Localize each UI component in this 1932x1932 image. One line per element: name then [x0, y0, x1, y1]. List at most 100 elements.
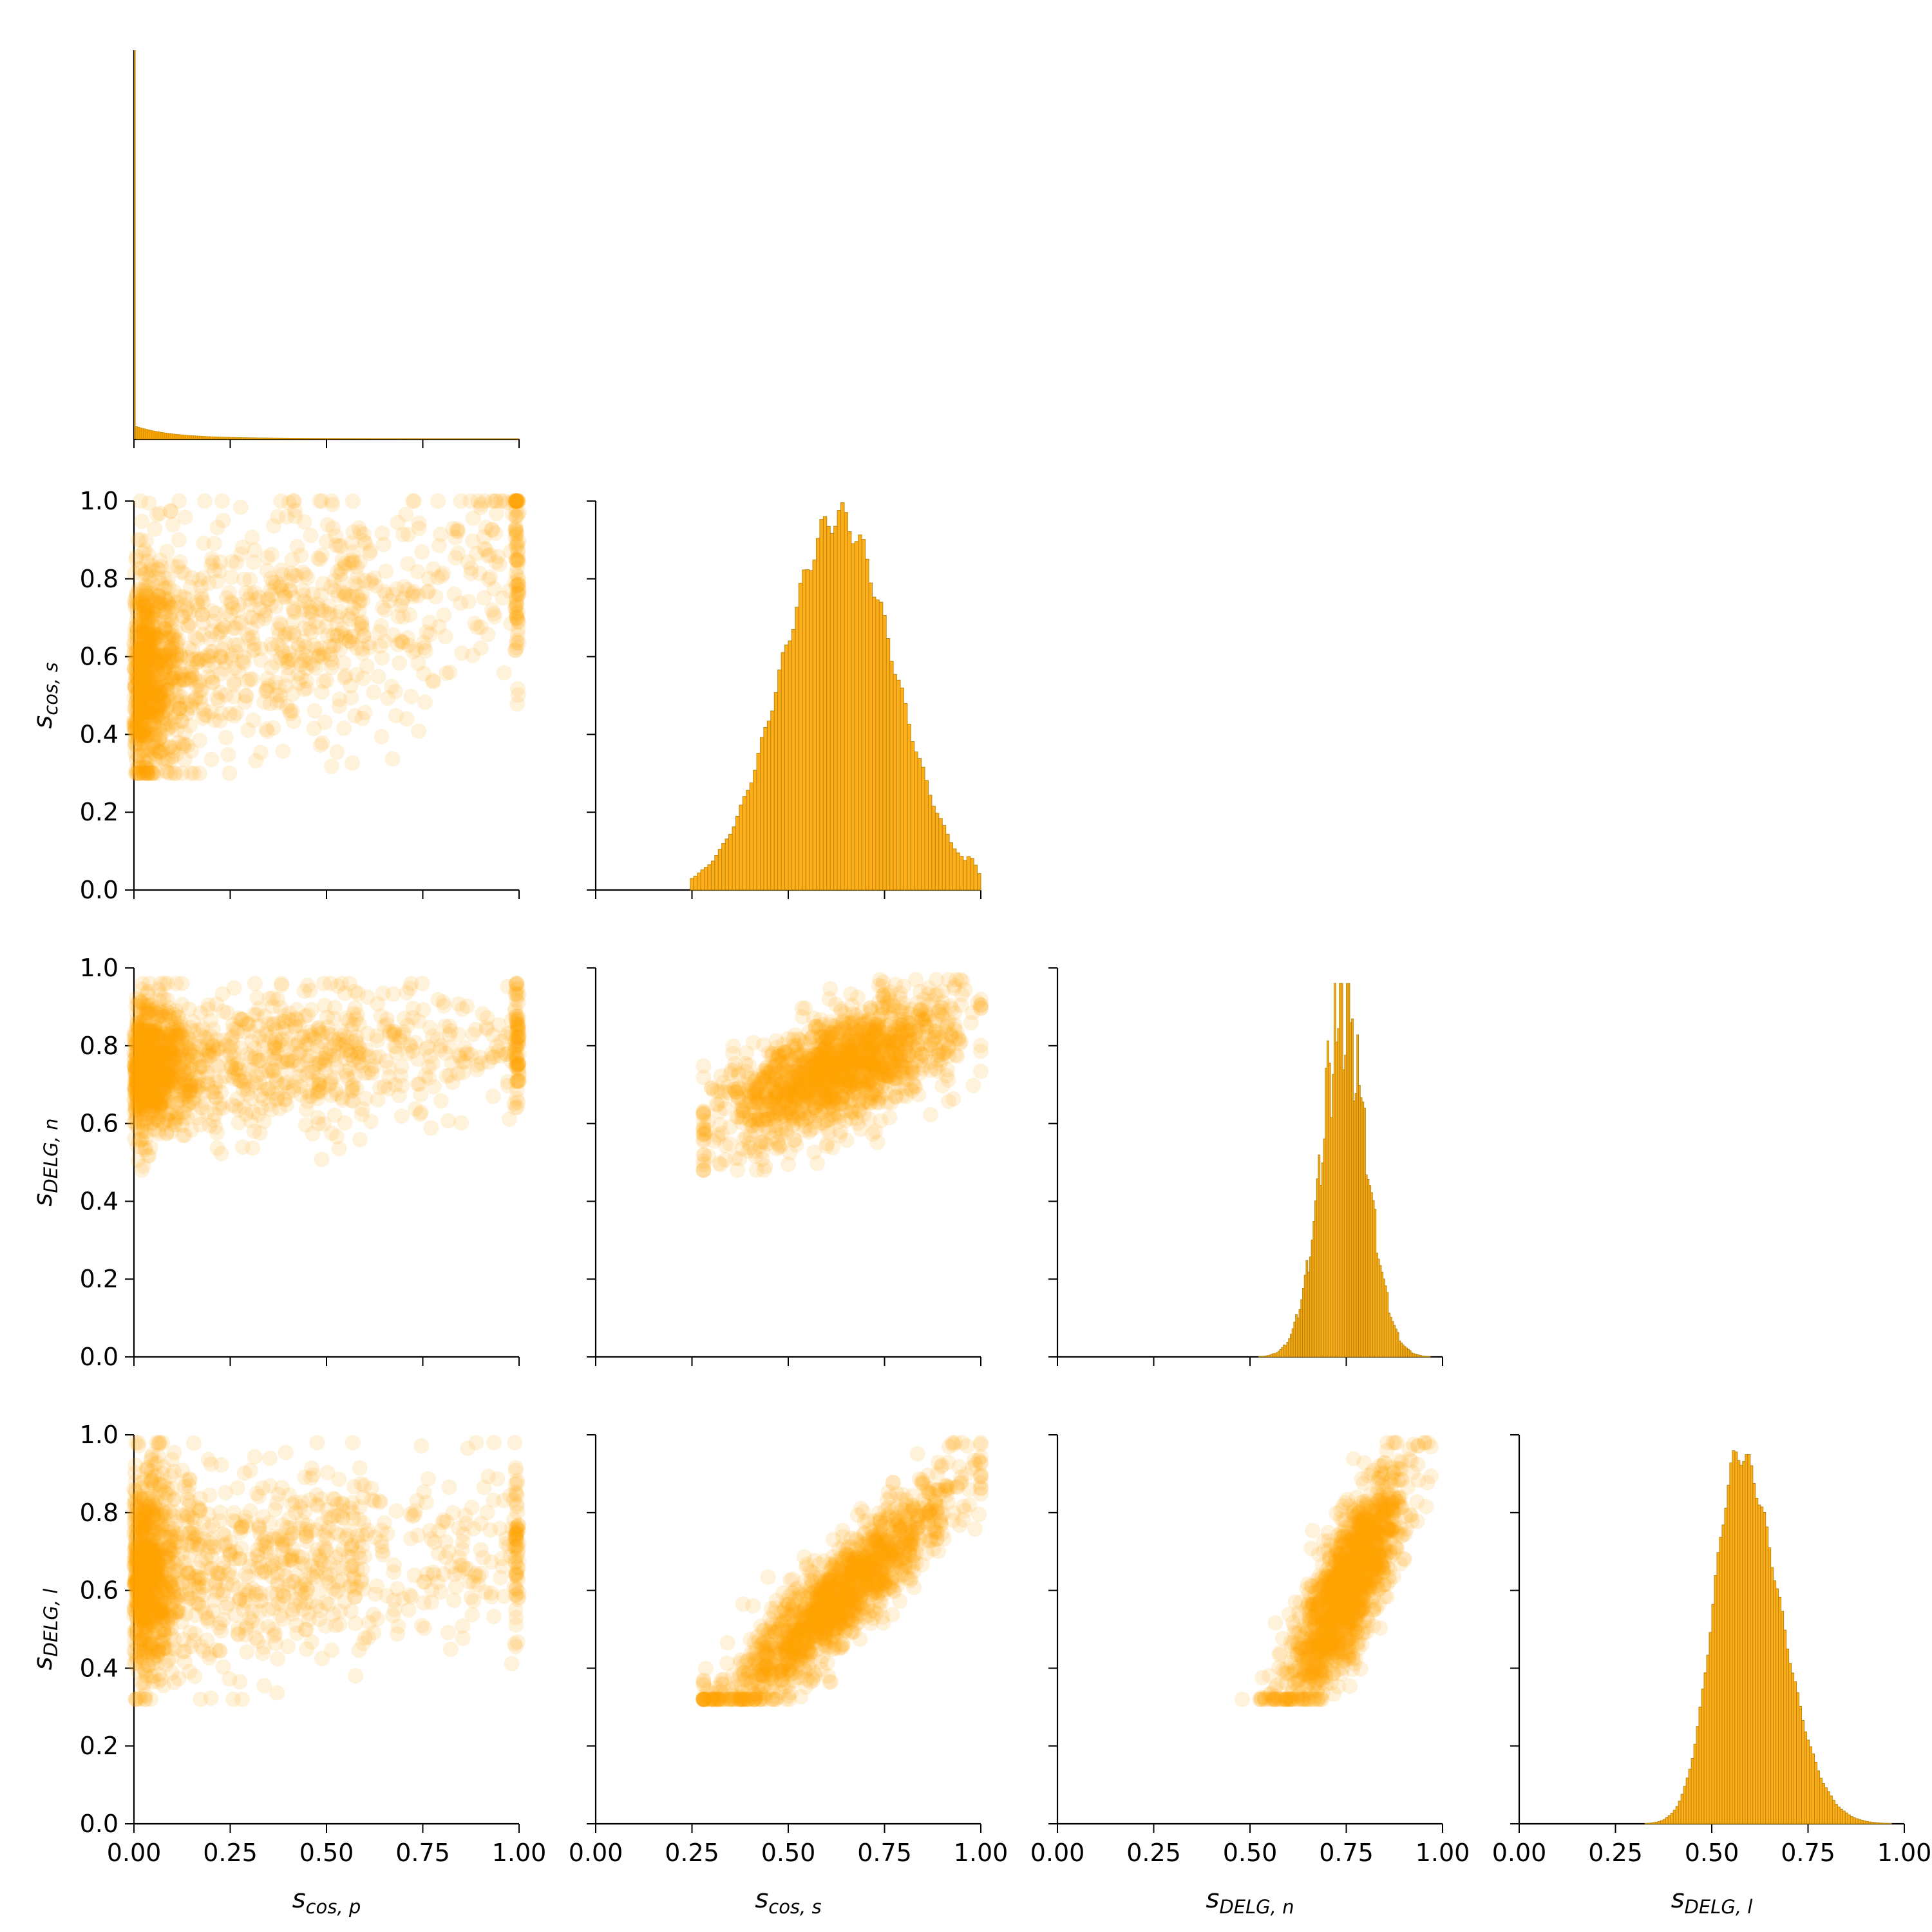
scatter-point — [129, 685, 145, 701]
scatter-point — [281, 1005, 298, 1021]
hist-bar — [1878, 1823, 1882, 1824]
scatter-point — [384, 751, 401, 767]
hist-bar — [220, 437, 223, 440]
histogram-sdelg_l — [1644, 1450, 1892, 1824]
scatter-point — [490, 549, 506, 565]
hist-bar — [815, 538, 820, 891]
hist-bar — [1675, 1806, 1679, 1824]
hist-bar — [197, 435, 200, 440]
scatter-point — [131, 646, 147, 662]
scatter-point — [843, 986, 859, 1002]
hist-bar — [1770, 1567, 1774, 1824]
scatter-point — [214, 493, 231, 509]
scatter-point — [741, 1057, 757, 1073]
hist-bar — [851, 543, 855, 891]
hist-bar — [707, 864, 712, 891]
scatter-point — [281, 653, 297, 669]
scatter-point — [140, 618, 156, 634]
hist-bar — [1683, 1786, 1687, 1824]
scatter-point — [875, 978, 891, 994]
scatter-point — [259, 683, 275, 699]
scatter-point — [425, 561, 441, 577]
x-tick-label: 0.25 — [1588, 1839, 1643, 1867]
scatter-point — [171, 493, 187, 509]
hist-bar — [162, 432, 166, 440]
scatter-point — [435, 565, 451, 582]
hist-bar — [185, 435, 189, 440]
scatter-point — [963, 1015, 979, 1031]
hist-bar — [742, 796, 747, 891]
scatter-point — [169, 646, 185, 662]
scatter-2-0 — [126, 976, 527, 1179]
hist-bar — [155, 431, 158, 440]
y-tick-label: 0.4 — [80, 720, 118, 748]
hist-bar — [1796, 1692, 1800, 1824]
scatter-point — [385, 986, 401, 1002]
hist-bar — [1883, 1823, 1887, 1824]
hist-bar — [1860, 1819, 1864, 1824]
scatter-point — [304, 605, 320, 621]
scatter-point — [377, 1079, 393, 1095]
scatter-point — [400, 526, 416, 542]
scatter-point — [135, 674, 151, 690]
hist-bar — [1776, 1588, 1779, 1824]
scatter-point — [473, 640, 489, 656]
hist-bar — [746, 790, 750, 891]
hist-bar — [924, 780, 929, 891]
scatter-point — [249, 990, 265, 1006]
hist-bar — [805, 569, 810, 891]
scatter-point — [191, 732, 207, 748]
scatter-point — [135, 623, 151, 639]
hist-bar — [1816, 1770, 1820, 1824]
hist-bar — [151, 430, 154, 440]
scatter-point — [283, 1053, 299, 1069]
scatter-point — [138, 663, 155, 679]
scatter-point — [806, 1010, 822, 1027]
scatter-point — [164, 558, 180, 574]
hist-bar — [739, 804, 743, 891]
scatter-point — [405, 493, 421, 509]
scatter-point — [138, 762, 154, 779]
scatter-point — [405, 644, 421, 660]
scatter-point — [343, 690, 359, 706]
scatter-point — [148, 602, 164, 618]
hist-bar — [187, 435, 191, 440]
hist-bar — [1814, 1761, 1817, 1824]
scatter-point — [273, 617, 289, 633]
scatter-point — [246, 636, 262, 652]
hist-bar — [784, 644, 789, 891]
scatter-point — [401, 637, 417, 653]
scatter-point — [236, 655, 252, 671]
hist-bar — [1763, 1512, 1766, 1824]
hist-bar — [766, 721, 772, 891]
y-tick-label: 0.4 — [80, 1187, 118, 1215]
scatter-point — [165, 748, 181, 764]
scatter-point — [510, 550, 526, 566]
scatter-point — [142, 721, 158, 737]
hist-bar — [1791, 1672, 1795, 1824]
scatter-point — [347, 983, 363, 999]
hist-bar — [1714, 1575, 1718, 1824]
scatter-point — [128, 619, 144, 635]
scatter-point — [142, 663, 158, 679]
scatter-point — [426, 1079, 442, 1095]
scatter-point — [482, 569, 498, 585]
hist-bar — [889, 661, 894, 891]
scatter-point — [207, 1119, 223, 1135]
scatter-point — [351, 595, 367, 611]
scatter-point — [142, 649, 158, 665]
hist-bar — [1693, 1743, 1697, 1824]
hist-bar — [199, 435, 202, 440]
scatter-point — [160, 1059, 176, 1075]
scatter-point — [171, 532, 187, 548]
scatter-point — [286, 627, 302, 643]
scatter-point — [152, 648, 168, 664]
scatter-point — [129, 725, 146, 741]
scatter-point — [328, 638, 344, 654]
scatter-2-1 — [696, 972, 989, 1179]
scatter-point — [135, 687, 151, 703]
hist-bar — [265, 437, 267, 440]
hist-bar — [1806, 1739, 1810, 1824]
hist-bar — [1757, 1504, 1761, 1824]
hist-bar — [232, 437, 234, 440]
